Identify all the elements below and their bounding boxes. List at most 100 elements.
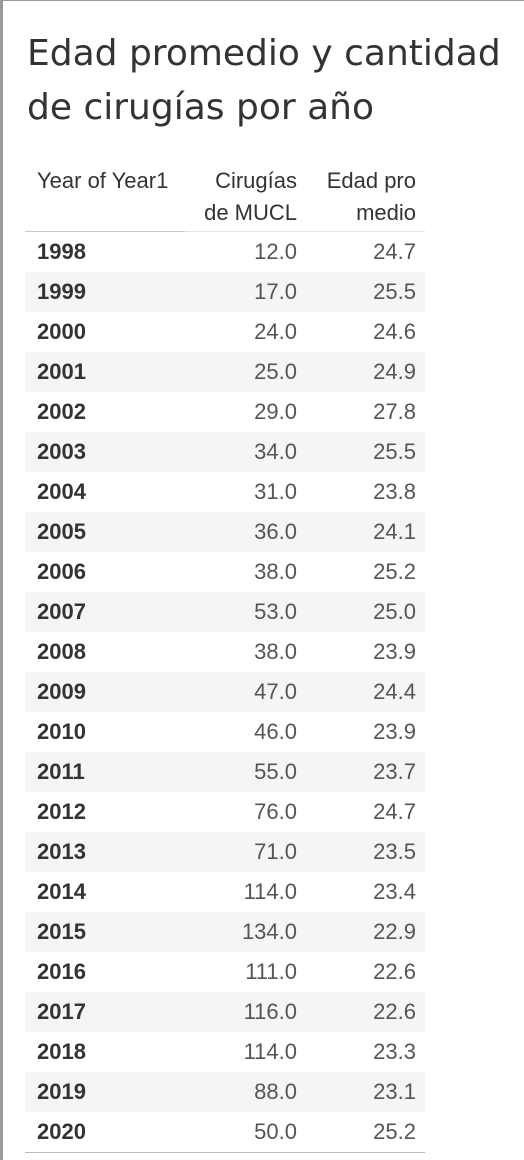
cell-cirugias: 116.0 xyxy=(243,999,297,1024)
cell-edad: 24.7 xyxy=(373,239,416,264)
cell-edad: 24.4 xyxy=(373,679,416,704)
cell-cirugias: 88.0 xyxy=(254,1079,297,1104)
table-row[interactable]: 2015 134.0 22.9 xyxy=(25,912,425,952)
chart-title: Edad promedio y cantidad de cirugías por… xyxy=(27,33,501,128)
table-row[interactable]: 2011 55.0 23.7 xyxy=(25,752,425,792)
cell-edad: 22.6 xyxy=(373,999,416,1024)
cell-cirugias: 55.0 xyxy=(254,759,297,784)
cell-cirugias: 76.0 xyxy=(254,799,297,824)
cell-year: 2020 xyxy=(37,1119,86,1144)
cell-cirugias: 111.0 xyxy=(245,959,297,984)
cell-edad: 23.9 xyxy=(373,639,416,664)
table-row[interactable]: 1998 12.0 24.7 xyxy=(25,232,425,272)
table-row[interactable]: 2020 50.0 25.2 xyxy=(25,1112,425,1152)
cell-year: 2018 xyxy=(37,1039,86,1064)
cell-year: 2014 xyxy=(37,879,86,904)
table-row[interactable]: 2017 116.0 22.6 xyxy=(25,992,425,1032)
cell-year: 2008 xyxy=(37,639,86,664)
cell-cirugias: 46.0 xyxy=(254,719,297,744)
cell-cirugias: 24.0 xyxy=(254,319,297,344)
cell-cirugias: 50.0 xyxy=(254,1119,297,1144)
cell-edad: 25.2 xyxy=(373,559,416,584)
header-divider-light xyxy=(185,231,425,232)
header-divider xyxy=(25,231,185,232)
table-row[interactable]: 2002 29.0 27.8 xyxy=(25,392,425,432)
cell-edad: 23.1 xyxy=(373,1079,416,1104)
cell-cirugias: 25.0 xyxy=(254,359,297,384)
cell-cirugias: 53.0 xyxy=(254,599,297,624)
cell-edad: 25.5 xyxy=(373,279,416,304)
cell-year: 2015 xyxy=(37,919,86,944)
cell-year: 2004 xyxy=(37,479,86,504)
cell-edad: 25.0 xyxy=(373,599,416,624)
cell-cirugias: 29.0 xyxy=(254,399,297,424)
cell-edad: 23.3 xyxy=(373,1039,416,1064)
cell-year: 2009 xyxy=(37,679,86,704)
cell-cirugias: 34.0 xyxy=(254,439,297,464)
cell-cirugias: 38.0 xyxy=(254,559,297,584)
table-row[interactable]: 2019 88.0 23.1 xyxy=(25,1072,425,1112)
table-row[interactable]: 2001 25.0 24.9 xyxy=(25,352,425,392)
table-row[interactable]: 2013 71.0 23.5 xyxy=(25,832,425,872)
cell-year: 2001 xyxy=(37,359,86,384)
table-row[interactable]: 2004 31.0 23.8 xyxy=(25,472,425,512)
cell-year: 2006 xyxy=(37,559,86,584)
cell-edad: 24.1 xyxy=(373,519,416,544)
table-row[interactable]: 2010 46.0 23.9 xyxy=(25,712,425,752)
table-row[interactable]: 2012 76.0 24.7 xyxy=(25,792,425,832)
table-row[interactable]: 2005 36.0 24.1 xyxy=(25,512,425,552)
cell-edad: 23.5 xyxy=(373,839,416,864)
data-table: Year of Year1 Cirugías de MUCL Edad pro … xyxy=(25,165,425,1153)
table-header: Year of Year1 Cirugías de MUCL Edad pro … xyxy=(25,165,425,232)
cell-year: 2010 xyxy=(37,719,86,744)
cell-edad: 23.9 xyxy=(373,719,416,744)
cell-cirugias: 31.0 xyxy=(254,479,297,504)
table-body: 1998 12.0 24.7 1999 17.0 25.5 2000 24.0 24.6 2001… xyxy=(25,232,425,1152)
table-row[interactable]: 2016 111.0 22.6 xyxy=(25,952,425,992)
column-header-year[interactable]: Year of Year1 xyxy=(37,168,169,193)
table-row[interactable]: 2007 53.0 25.0 xyxy=(25,592,425,632)
cell-edad: 24.9 xyxy=(373,359,416,384)
cell-cirugias: 38.0 xyxy=(254,639,297,664)
cell-cirugias: 134.0 xyxy=(241,919,297,944)
cell-year: 2002 xyxy=(37,399,86,424)
cell-year: 1998 xyxy=(37,239,86,264)
table-row[interactable]: 2006 38.0 25.2 xyxy=(25,552,425,592)
table-row[interactable]: 2008 38.0 23.9 xyxy=(25,632,425,672)
cell-edad: 23.8 xyxy=(373,479,416,504)
cell-edad: 24.6 xyxy=(373,319,416,344)
cell-year: 2007 xyxy=(37,599,86,624)
cell-year: 2016 xyxy=(37,959,86,984)
cell-edad: 22.6 xyxy=(373,959,416,984)
cell-edad: 23.4 xyxy=(373,879,416,904)
cell-year: 2019 xyxy=(37,1079,86,1104)
cell-cirugias: 47.0 xyxy=(254,679,297,704)
table-row[interactable]: 2003 34.0 25.5 xyxy=(25,432,425,472)
table-row[interactable]: 2018 114.0 23.3 xyxy=(25,1032,425,1072)
cell-cirugias: 114.0 xyxy=(243,1039,297,1064)
cell-year: 2005 xyxy=(37,519,86,544)
cell-cirugias: 12.0 xyxy=(254,239,297,264)
cell-edad: 25.2 xyxy=(373,1119,416,1144)
cell-cirugias: 71.0 xyxy=(254,839,297,864)
cell-cirugias: 114.0 xyxy=(243,879,297,904)
table-row[interactable]: 2000 24.0 24.6 xyxy=(25,312,425,352)
table-row[interactable]: 1999 17.0 25.5 xyxy=(25,272,425,312)
cell-edad: 25.5 xyxy=(373,439,416,464)
cell-edad: 24.7 xyxy=(373,799,416,824)
cell-edad: 27.8 xyxy=(373,399,416,424)
cell-cirugias: 36.0 xyxy=(254,519,297,544)
table-row[interactable]: 2014 114.0 23.4 xyxy=(25,872,425,912)
cell-year: 2011 xyxy=(37,759,85,784)
cell-year: 2013 xyxy=(37,839,86,864)
table-bottom-divider xyxy=(25,1152,425,1153)
table-row[interactable]: 2009 47.0 24.4 xyxy=(25,672,425,712)
cell-edad: 23.7 xyxy=(373,759,416,784)
cell-year: 2012 xyxy=(37,799,86,824)
cell-year: 1999 xyxy=(37,279,86,304)
column-header-edad[interactable]: Edad pro medio xyxy=(326,168,416,225)
cell-cirugias: 17.0 xyxy=(254,279,297,304)
column-header-cirugias[interactable]: Cirugías de MUCL xyxy=(204,168,297,225)
cell-year: 2000 xyxy=(37,319,86,344)
